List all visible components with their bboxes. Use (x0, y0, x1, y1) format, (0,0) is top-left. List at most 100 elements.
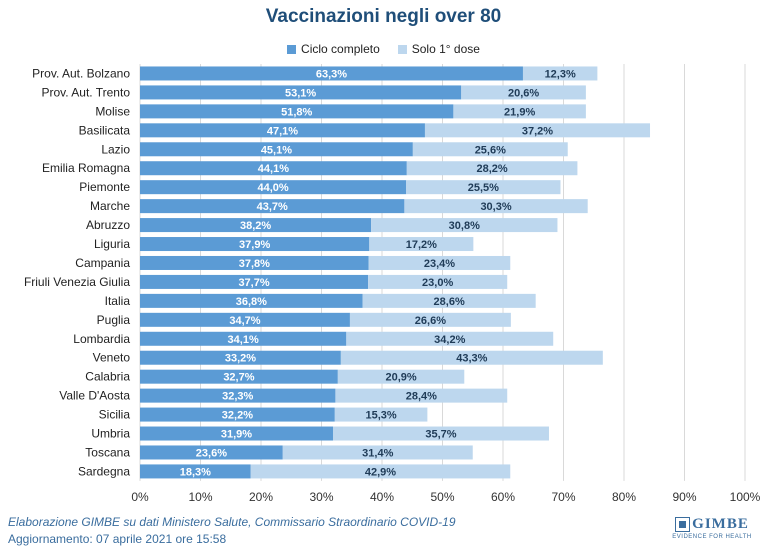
logo-text: GIMBE (692, 516, 749, 532)
data-label: 36,8% (236, 296, 267, 308)
legend-label-solo-prima-dose: Solo 1° dose (411, 42, 480, 56)
legend: Ciclo completo Solo 1° dose (0, 42, 767, 56)
bar-solo-prima-dose (424, 123, 651, 138)
x-tick-label: 90% (672, 490, 696, 504)
gimbe-logo: GIMBE EVIDENCE FOR HEALTH (672, 516, 752, 540)
bar-ciclo-completo (140, 388, 336, 403)
bar-solo-prima-dose (349, 312, 511, 327)
category-label: Friuli Venezia Giulia (24, 275, 130, 289)
data-label: 32,7% (223, 372, 254, 384)
data-label: 20,9% (385, 372, 416, 384)
category-label: Lazio (101, 142, 130, 156)
category-label: Basilicata (79, 123, 131, 137)
category-label: Campania (75, 256, 130, 270)
bar-solo-prima-dose (461, 85, 586, 100)
bar-solo-prima-dose (362, 293, 536, 308)
bar-solo-prima-dose (412, 142, 568, 157)
bar-ciclo-completo (140, 464, 251, 479)
bar-ciclo-completo (140, 237, 370, 252)
data-label: 15,3% (365, 410, 396, 422)
legend-item-solo-prima-dose: Solo 1° dose (397, 42, 480, 56)
data-label: 31,4% (362, 447, 393, 459)
bar-ciclo-completo (140, 350, 341, 365)
data-label: 32,3% (222, 391, 253, 403)
bar-solo-prima-dose (337, 369, 465, 384)
category-label: Veneto (93, 351, 131, 365)
legend-swatch-solo-prima-dose (397, 44, 407, 54)
data-label: 63,3% (316, 68, 347, 80)
legend-swatch-ciclo-completo (287, 44, 297, 54)
x-tick-label: 50% (430, 490, 454, 504)
data-label: 20,6% (508, 87, 539, 99)
bar-ciclo-completo (140, 331, 347, 346)
bar-solo-prima-dose (346, 331, 554, 346)
footer-source: Elaborazione GIMBE su dati Ministero Sal… (8, 515, 456, 529)
category-label: Abruzzo (86, 218, 130, 232)
data-label: 12,3% (545, 68, 576, 80)
data-label: 25,6% (475, 144, 506, 156)
x-tick-label: 60% (491, 490, 515, 504)
category-label: Prov. Aut. Bolzano (32, 66, 130, 80)
bar-ciclo-completo (140, 407, 335, 422)
data-label: 34,2% (434, 334, 465, 346)
x-tick-label: 0% (131, 490, 149, 504)
category-label: Emilia Romagna (42, 161, 130, 175)
category-label: Italia (105, 294, 131, 308)
bar-solo-prima-dose (522, 66, 598, 81)
bar-solo-prima-dose (250, 464, 511, 479)
category-label: Sardegna (78, 464, 130, 478)
data-label: 45,1% (261, 144, 292, 156)
data-label: 18,3% (180, 466, 211, 478)
data-label: 28,4% (406, 391, 437, 403)
bar-solo-prima-dose (335, 388, 508, 403)
data-label: 44,1% (258, 163, 289, 175)
bar-ciclo-completo (140, 85, 462, 100)
logo-mark-icon (675, 517, 691, 532)
bar-ciclo-completo (140, 312, 350, 327)
logo-tagline: EVIDENCE FOR HEALTH (672, 534, 752, 540)
category-label: Calabria (85, 370, 130, 384)
data-label: 17,2% (406, 239, 437, 251)
data-label: 23,0% (422, 277, 453, 289)
category-label: Liguria (94, 237, 130, 251)
bar-solo-prima-dose (368, 255, 511, 270)
data-label: 28,6% (434, 296, 465, 308)
data-label: 34,7% (229, 315, 260, 327)
x-tick-label: 40% (370, 490, 394, 504)
bar-ciclo-completo (140, 161, 407, 176)
category-label: Toscana (85, 445, 130, 459)
bar-ciclo-completo (140, 445, 283, 460)
bar-ciclo-completo (140, 369, 338, 384)
data-label: 37,9% (239, 239, 270, 251)
bar-ciclo-completo (140, 199, 405, 214)
data-label: 30,8% (449, 220, 480, 232)
category-label: Piemonte (79, 180, 130, 194)
data-label: 30,3% (480, 201, 511, 213)
category-label: Lombardia (73, 332, 130, 346)
bar-solo-prima-dose (332, 426, 549, 441)
legend-item-ciclo-completo: Ciclo completo (287, 42, 380, 56)
data-label: 37,2% (522, 125, 553, 137)
data-label: 37,7% (238, 277, 269, 289)
bar-ciclo-completo (140, 104, 454, 119)
bar-ciclo-completo (140, 255, 369, 270)
data-label: 38,2% (240, 220, 271, 232)
bar-solo-prima-dose (368, 274, 508, 289)
bar-ciclo-completo (140, 66, 523, 81)
data-label: 47,1% (267, 125, 298, 137)
bar-ciclo-completo (140, 274, 369, 289)
data-label: 51,8% (281, 106, 312, 118)
data-label: 32,2% (222, 410, 253, 422)
data-label: 23,4% (424, 258, 455, 270)
bar-ciclo-completo (140, 293, 363, 308)
data-label: 35,7% (425, 429, 456, 441)
data-label: 25,5% (468, 182, 499, 194)
bar-solo-prima-dose (282, 445, 473, 460)
category-label: Prov. Aut. Trento (42, 85, 131, 99)
data-label: 42,9% (365, 466, 396, 478)
category-label: Sicilia (99, 408, 131, 422)
footer-updated: Aggiornamento: 07 aprile 2021 ore 15:58 (8, 532, 227, 546)
data-label: 31,9% (221, 429, 252, 441)
bar-solo-prima-dose (404, 199, 588, 214)
x-tick-label: 20% (249, 490, 273, 504)
